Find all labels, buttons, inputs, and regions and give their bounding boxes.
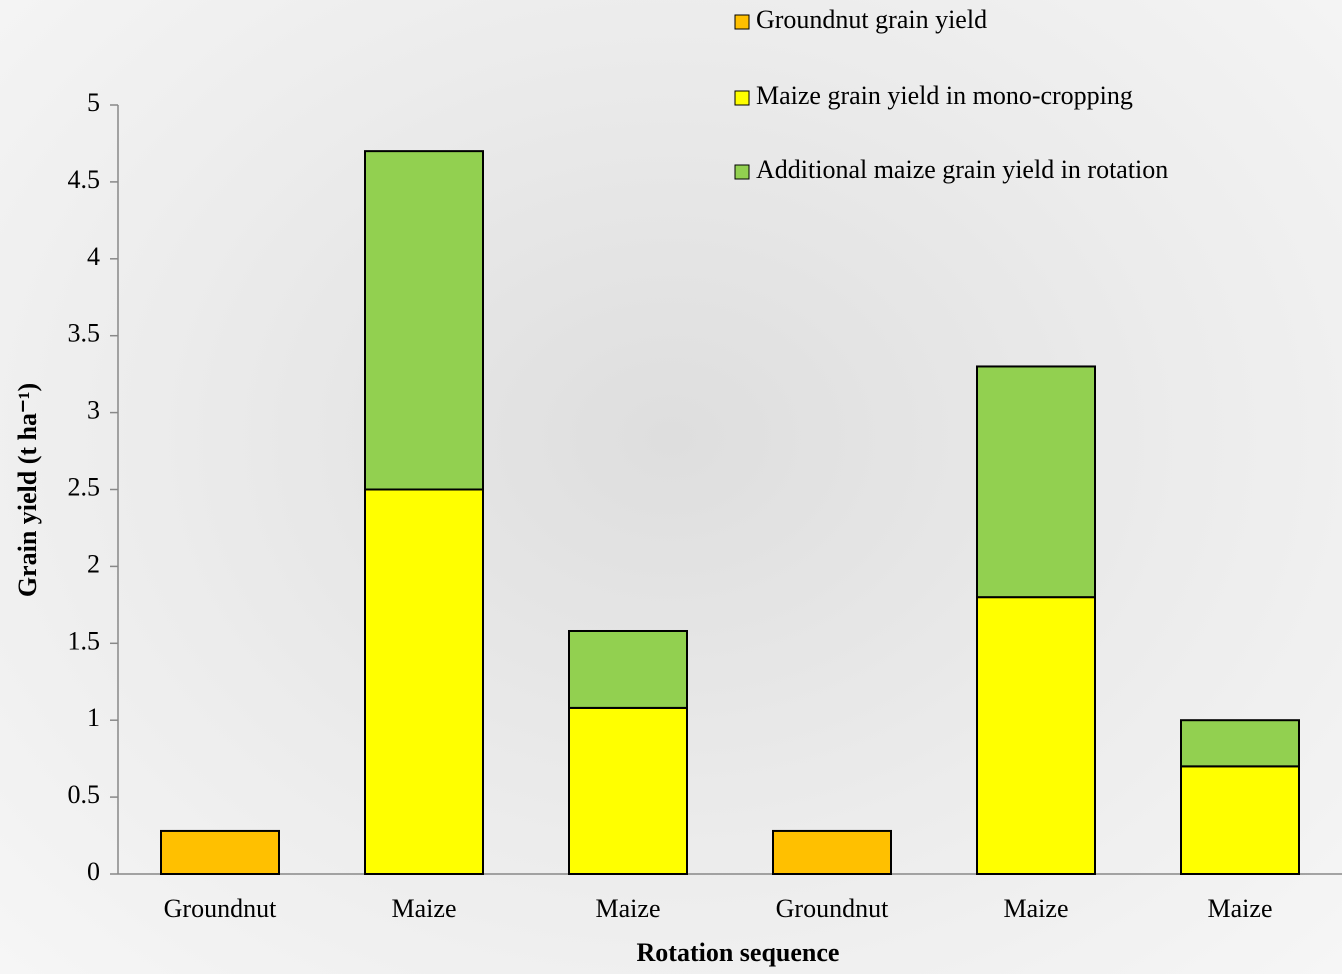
legend-swatch bbox=[734, 90, 750, 106]
y-tick-label: 0 bbox=[87, 857, 100, 886]
y-tick-label: 4 bbox=[87, 242, 100, 271]
legend-label: Maize grain yield in mono-cropping bbox=[756, 81, 1133, 110]
legend-swatch bbox=[734, 164, 750, 180]
y-tick-label: 1 bbox=[87, 703, 100, 732]
bar-segment bbox=[568, 706, 688, 875]
y-tick-label: 3 bbox=[87, 396, 100, 425]
bar-segment bbox=[772, 829, 892, 875]
legend-label: Groundnut grain yield bbox=[756, 5, 987, 34]
x-tick-label: Maize bbox=[1004, 894, 1069, 923]
y-tick-label: 2.5 bbox=[68, 472, 101, 501]
bar-segment bbox=[976, 596, 1096, 875]
x-tick-label: Groundnut bbox=[776, 894, 889, 923]
bar-segment bbox=[364, 150, 484, 491]
x-tick-label: Maize bbox=[392, 894, 457, 923]
legend-label: Additional maize grain yield in rotation bbox=[756, 155, 1168, 184]
y-axis-title: Grain yield (t ha⁻¹) bbox=[13, 383, 42, 597]
bar-segment bbox=[568, 629, 688, 709]
y-tick-label: 0.5 bbox=[68, 780, 101, 809]
bar-segment bbox=[1180, 765, 1300, 876]
legend-swatch bbox=[734, 14, 750, 30]
bar-segment bbox=[1180, 719, 1300, 768]
x-axis-title: Rotation sequence bbox=[637, 938, 840, 967]
y-tick-label: 5 bbox=[87, 88, 100, 117]
bar-segment bbox=[976, 365, 1096, 599]
x-tick-label: Maize bbox=[596, 894, 661, 923]
y-tick-label: 2 bbox=[87, 549, 100, 578]
y-tick-label: 1.5 bbox=[68, 626, 101, 655]
bar-segment bbox=[160, 829, 280, 875]
bar-segment bbox=[364, 488, 484, 875]
x-tick-label: Maize bbox=[1208, 894, 1273, 923]
y-tick-label: 3.5 bbox=[68, 319, 101, 348]
y-tick-label: 4.5 bbox=[68, 165, 101, 194]
x-tick-label: Groundnut bbox=[164, 894, 277, 923]
